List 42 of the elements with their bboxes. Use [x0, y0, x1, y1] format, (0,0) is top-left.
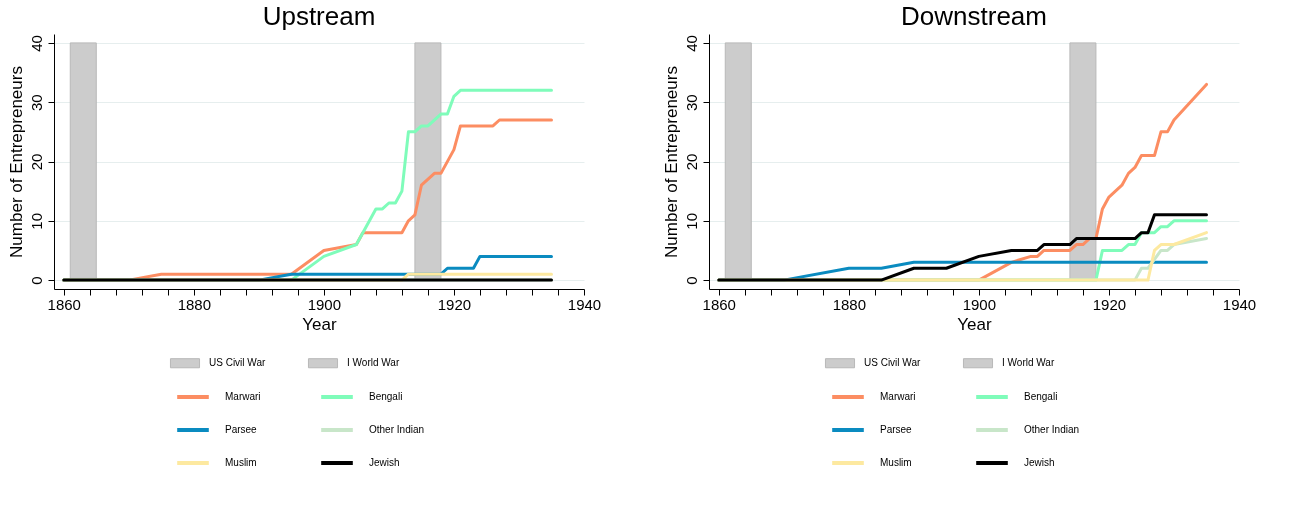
- y-axis-title: Number of Entrepreneurs: [6, 66, 26, 258]
- legend-label: I World War: [1002, 357, 1055, 369]
- legend-label: Parsee: [880, 424, 913, 435]
- y-tick-label: 40: [27, 35, 45, 52]
- y-tick-label: 20: [27, 153, 45, 171]
- y-tick-label: 0: [27, 276, 45, 285]
- x-tick-label: 1940: [567, 295, 602, 313]
- legend-label: Marwari: [225, 391, 261, 402]
- x-tick-label: 1860: [47, 295, 81, 313]
- y-tick-label: 20: [682, 153, 700, 171]
- legend-label: Parsee: [225, 424, 258, 435]
- x-tick-label: 1940: [1222, 295, 1257, 313]
- legend-label: Jewish: [369, 457, 400, 468]
- legend-label: Jewish: [1024, 457, 1055, 468]
- legend-label: Muslim: [880, 457, 912, 468]
- y-axis-title: Number of Entrepreneurs: [661, 66, 681, 258]
- legend-label: Other Indian: [369, 424, 425, 435]
- x-axis-title: Year: [302, 314, 338, 334]
- y-tick-label: 10: [27, 212, 45, 230]
- x-tick-label: 1900: [307, 295, 342, 313]
- legend-label: Bengali: [369, 391, 403, 402]
- y-tick-label: 30: [27, 94, 45, 112]
- x-tick-label: 1880: [832, 295, 866, 313]
- legend-label: I World War: [347, 357, 400, 369]
- x-tick-label: 1920: [437, 295, 472, 313]
- y-tick-label: 30: [682, 94, 700, 112]
- legend-label: Other Indian: [1024, 424, 1080, 435]
- chart-title: Downstream: [901, 1, 1047, 31]
- y-tick-label: 40: [682, 35, 700, 52]
- y-tick-label: 0: [682, 276, 700, 285]
- x-tick-label: 1880: [177, 295, 211, 313]
- y-tick-label: 10: [682, 212, 700, 230]
- legend-label: Bengali: [1024, 391, 1058, 402]
- legend-label: Marwari: [880, 391, 916, 402]
- chart-title: Upstream: [262, 1, 376, 31]
- x-tick-label: 1920: [1092, 295, 1127, 313]
- legend-label: Muslim: [225, 457, 257, 468]
- legend-label: US Civil War: [864, 357, 921, 369]
- x-tick-label: 1860: [702, 295, 736, 313]
- x-axis-title: Year: [957, 314, 993, 334]
- x-tick-label: 1900: [962, 295, 997, 313]
- legend-label: US Civil War: [209, 357, 266, 369]
